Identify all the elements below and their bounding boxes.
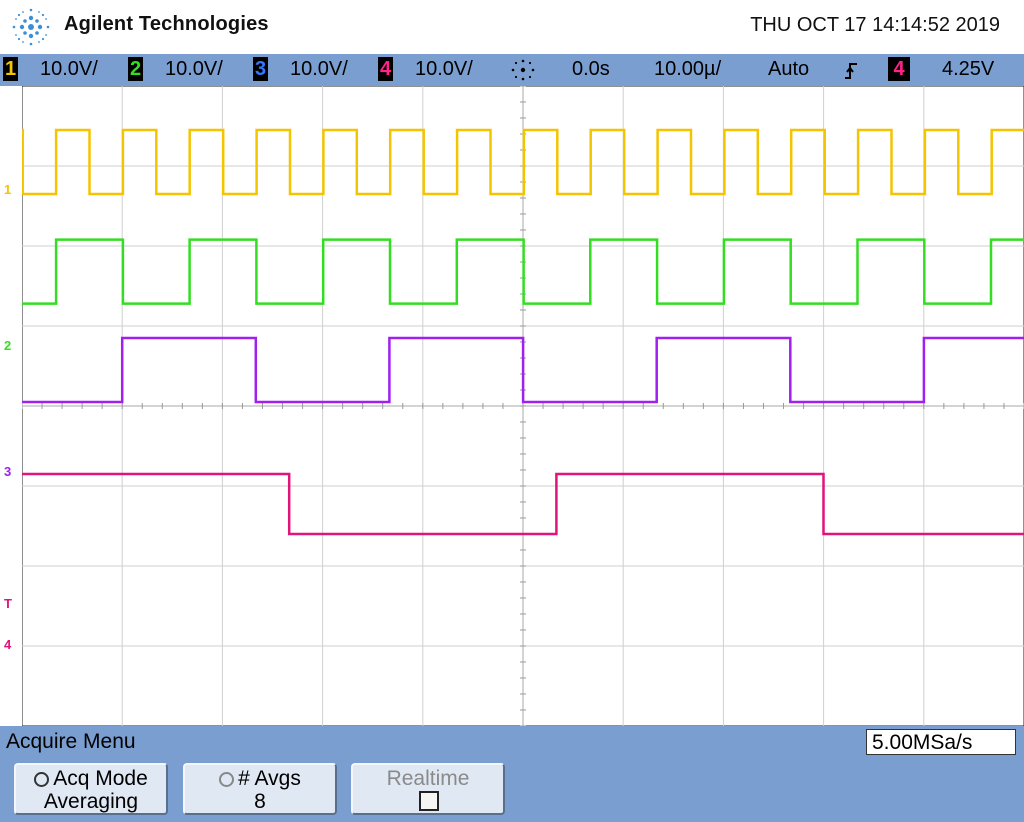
channel-1-waveform bbox=[22, 128, 1024, 196]
softkey-panel bbox=[0, 726, 1024, 822]
channel-1-badge[interactable]: 1 bbox=[3, 57, 18, 81]
channel-4-waveform bbox=[22, 472, 1024, 536]
channel-markers: 1 2 3 T 4 bbox=[0, 86, 22, 726]
acq-mode-label: Acq Mode bbox=[53, 767, 148, 790]
sun-burst-icon bbox=[511, 59, 535, 81]
agilent-logo-icon bbox=[12, 8, 50, 46]
timebase-value[interactable]: 10.00µ/ bbox=[654, 58, 722, 80]
header: Agilent Technologies THU OCT 17 14:14:52… bbox=[0, 0, 1024, 54]
num-avgs-softkey[interactable]: # Avgs 8 bbox=[183, 763, 337, 815]
traces bbox=[22, 128, 1024, 536]
trigger-level-marker[interactable]: T bbox=[4, 596, 12, 611]
rising-edge-icon bbox=[845, 63, 857, 79]
channel-3-badge[interactable]: 3 bbox=[253, 57, 268, 81]
channel-3-scale[interactable]: 10.0V/ bbox=[290, 58, 348, 80]
sample-rate-display: 5.00MSa/s bbox=[866, 729, 1016, 755]
realtime-softkey[interactable]: Realtime bbox=[351, 763, 505, 815]
acq-mode-value: Averaging bbox=[43, 790, 139, 813]
trigger-mode[interactable]: Auto bbox=[768, 58, 810, 80]
channel-4-badge[interactable]: 4 bbox=[378, 57, 393, 81]
datetime: THU OCT 17 14:14:52 2019 bbox=[750, 14, 1000, 36]
num-avgs-label: # Avgs bbox=[238, 767, 301, 790]
trigger-level[interactable]: 4.25V bbox=[942, 58, 995, 80]
channel-3-marker[interactable]: 3 bbox=[4, 464, 12, 479]
channel-1-marker[interactable]: 1 bbox=[4, 182, 12, 197]
num-avgs-value: 8 bbox=[254, 790, 266, 813]
channel-1-scale[interactable]: 10.0V/ bbox=[40, 58, 98, 80]
realtime-checkbox[interactable] bbox=[419, 791, 439, 811]
menu-title: Acquire Menu bbox=[6, 730, 136, 753]
channel-4-scale[interactable]: 10.0V/ bbox=[415, 58, 473, 80]
channel-2-scale[interactable]: 10.0V/ bbox=[165, 58, 223, 80]
acq-mode-softkey[interactable]: Acq Mode Averaging bbox=[14, 763, 168, 815]
channel-3-waveform bbox=[22, 336, 1024, 404]
channel-2-marker[interactable]: 2 bbox=[4, 338, 12, 353]
cycle-icon bbox=[219, 771, 235, 787]
realtime-label: Realtime bbox=[386, 767, 470, 790]
channel-2-waveform bbox=[22, 238, 1024, 305]
waveform-display[interactable] bbox=[22, 86, 1024, 726]
delay-value[interactable]: 0.0s bbox=[572, 58, 610, 80]
channel-2-badge[interactable]: 2 bbox=[128, 57, 143, 81]
cycle-icon bbox=[34, 771, 50, 787]
brand-name: Agilent Technologies bbox=[64, 13, 269, 35]
channel-4-marker[interactable]: 4 bbox=[4, 637, 12, 652]
trigger-source-badge[interactable]: 4 bbox=[888, 57, 910, 81]
